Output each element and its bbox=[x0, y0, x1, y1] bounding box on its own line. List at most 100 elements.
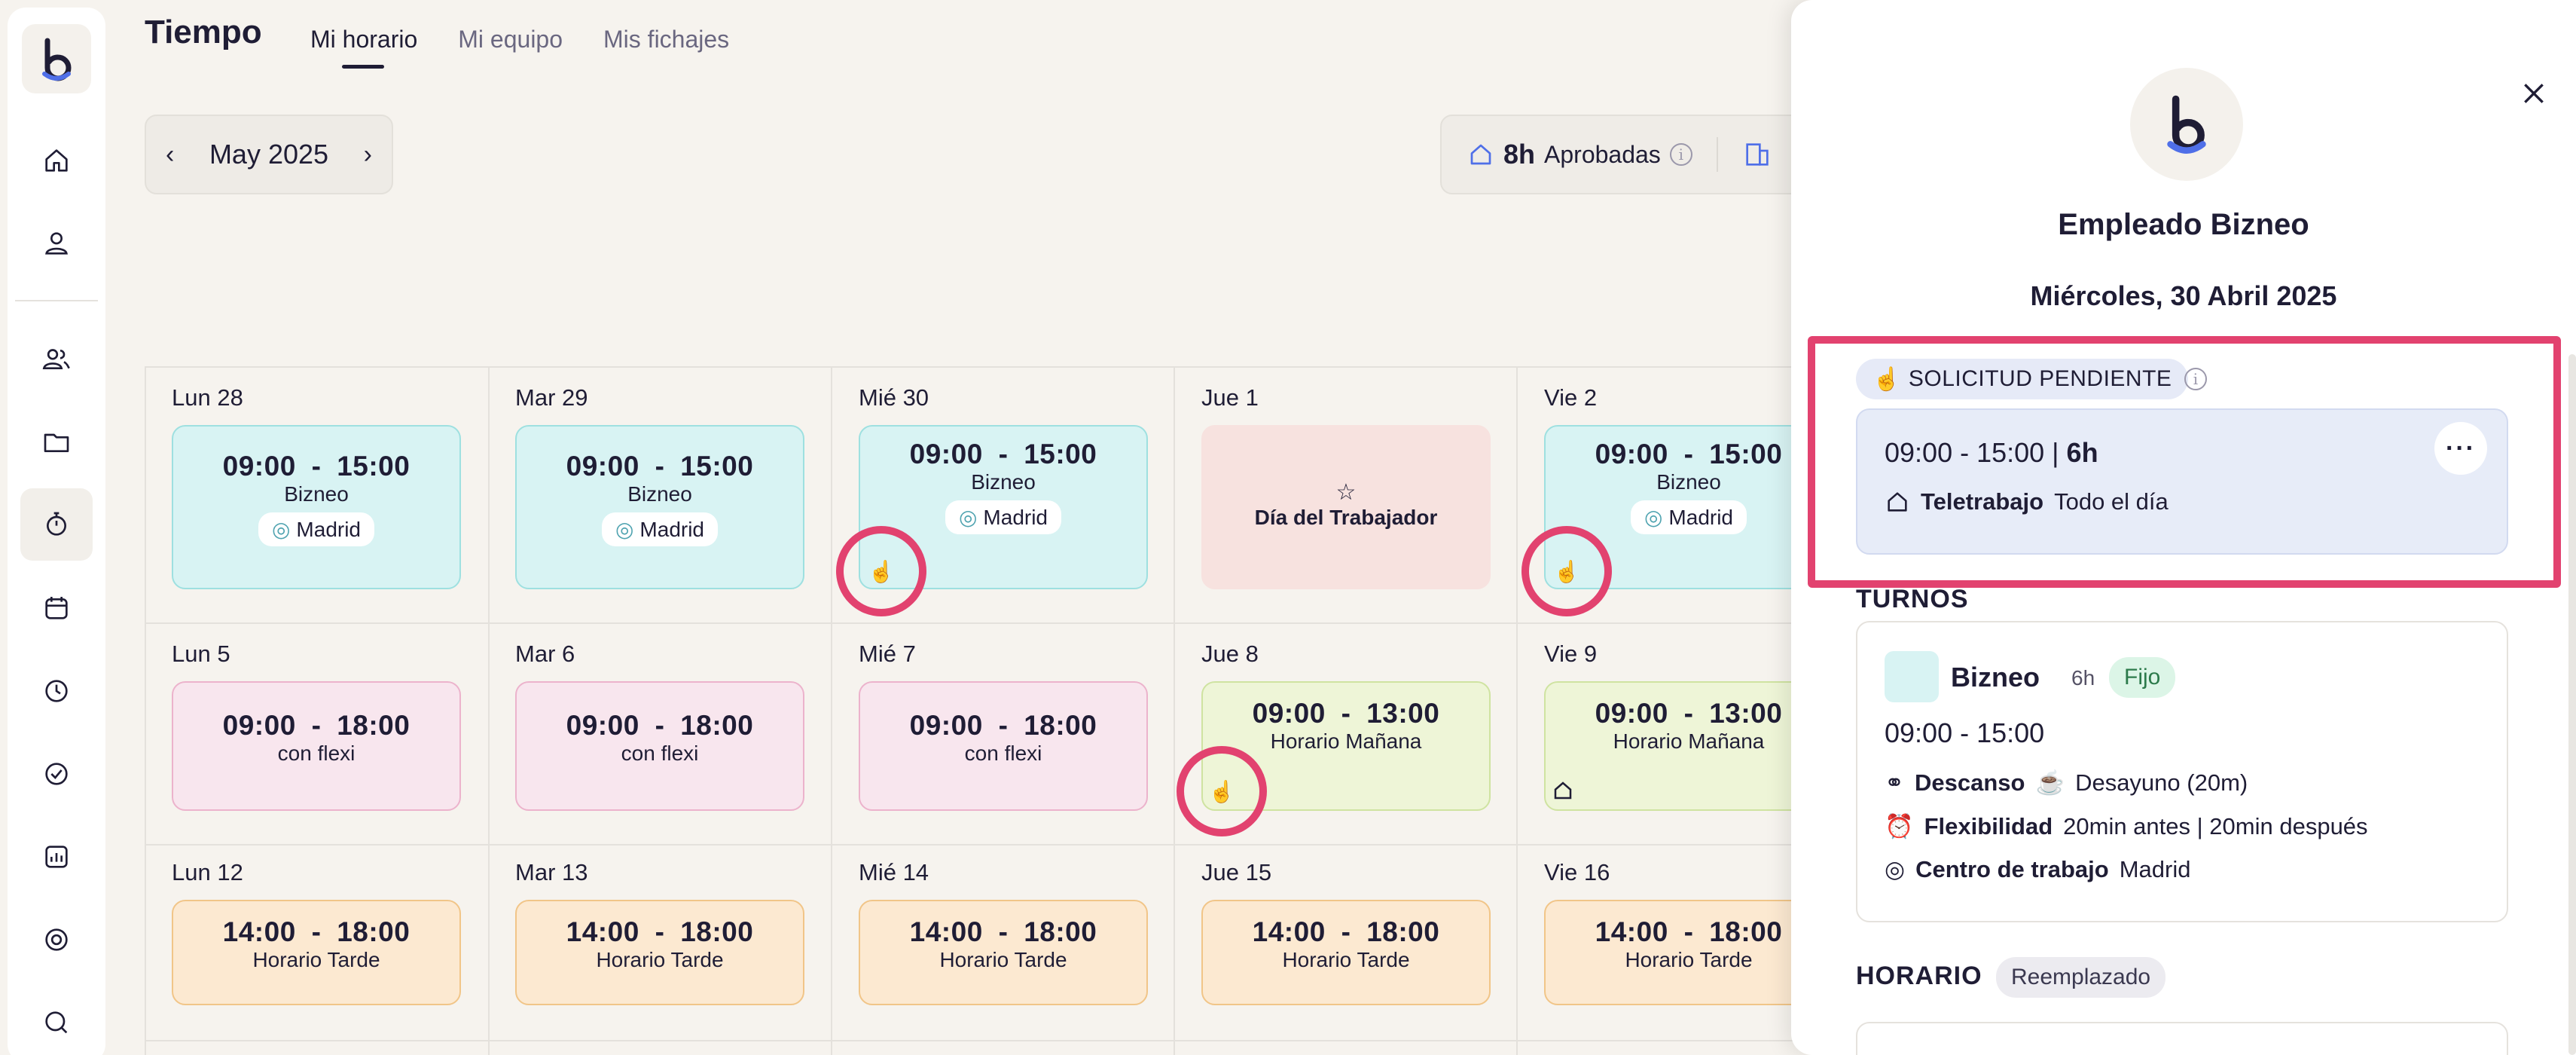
shift-name: Horario Mañana bbox=[1270, 729, 1422, 753]
shift-time: 14:00 - 18:00 bbox=[1252, 916, 1440, 947]
home-icon bbox=[1554, 781, 1572, 800]
turno-location-row: ◎ Centro de trabajo Madrid bbox=[1885, 856, 2191, 882]
shift-name: Horario Tarde bbox=[1625, 948, 1753, 971]
shift-time: 09:00 - 13:00 bbox=[1595, 698, 1783, 729]
info-icon[interactable]: i bbox=[2184, 368, 2207, 390]
more-options-button[interactable]: ··· bbox=[2434, 422, 2487, 475]
horario-status-badge: Reemplazado bbox=[1996, 957, 2166, 998]
shift-time: 14:00 - 18:00 bbox=[566, 916, 754, 947]
home-icon[interactable] bbox=[33, 137, 80, 184]
shift-time: 14:00 - 18:00 bbox=[909, 916, 1097, 947]
shift-name: con flexi bbox=[277, 742, 356, 765]
chevron-left-icon[interactable]: ‹ bbox=[166, 139, 175, 169]
divider bbox=[1716, 137, 1718, 172]
tab-mis-fichajes[interactable]: Mis fichajes bbox=[603, 26, 730, 53]
hours-summary: 8h Aprobadas i bbox=[1440, 115, 1817, 194]
home-icon bbox=[1888, 492, 1907, 512]
report-icon[interactable] bbox=[33, 833, 80, 880]
detail-panel: Empleado Bizneo Miércoles, 30 Abril 2025… bbox=[1791, 0, 2576, 1055]
holiday-card[interactable]: ☆ Día del Trabajador bbox=[1201, 425, 1491, 589]
page-title: Tiempo bbox=[145, 14, 262, 50]
employee-name: Empleado Bizneo bbox=[2058, 208, 2309, 241]
shift-card[interactable]: 09:00 - 18:00 con flexi bbox=[172, 681, 461, 811]
sidebar-divider bbox=[15, 300, 98, 301]
stopwatch-icon[interactable] bbox=[20, 488, 93, 561]
tab-mi-horario[interactable]: Mi horario bbox=[310, 26, 418, 69]
day-label: Mar 29 bbox=[515, 384, 588, 411]
shift-card[interactable]: 14:00 - 18:00 Horario Tarde bbox=[1201, 900, 1491, 1005]
star-icon: ☆ bbox=[1335, 480, 1357, 505]
shift-card[interactable]: 09:00 - 15:00 Bizneo ◎ Madrid bbox=[172, 425, 461, 589]
shift-card[interactable]: 14:00 - 18:00 Horario Tarde bbox=[1544, 900, 1833, 1005]
tab-mi-equipo[interactable]: Mi equipo bbox=[458, 26, 563, 53]
turno-time: 09:00 - 15:00 bbox=[1885, 717, 2045, 748]
shift-name: Horario Tarde bbox=[939, 948, 1067, 971]
day-label: Mié 14 bbox=[859, 859, 929, 885]
shift-name: Horario Tarde bbox=[596, 948, 724, 971]
day-label: Jue 15 bbox=[1201, 859, 1272, 885]
pending-status-badge: ☝ SOLICITUD PENDIENTE bbox=[1856, 359, 2189, 399]
day-label: Jue 8 bbox=[1201, 641, 1259, 667]
shift-time: 09:00 - 15:00 bbox=[566, 451, 754, 482]
shift-time: 09:00 - 15:00 bbox=[1595, 439, 1783, 469]
pending-request-marker[interactable]: ☝ bbox=[1177, 746, 1267, 836]
shift-name: con flexi bbox=[964, 742, 1042, 765]
day-label: Lun 12 bbox=[172, 859, 243, 885]
shift-card[interactable]: 09:00 - 18:00 con flexi bbox=[859, 681, 1148, 811]
team-icon[interactable] bbox=[33, 336, 80, 383]
day-label: Mar 6 bbox=[515, 641, 575, 667]
pending-request-marker[interactable]: ☝ bbox=[1521, 526, 1612, 616]
user-icon[interactable] bbox=[33, 220, 80, 267]
month-navigator: ‹ May 2025 › bbox=[145, 115, 393, 194]
search-chat-icon[interactable] bbox=[33, 999, 80, 1046]
holiday-name: Día del Trabajador bbox=[1254, 506, 1438, 529]
alarm-clock-icon: ⏰ bbox=[1885, 813, 1914, 839]
day-label: Jue 1 bbox=[1201, 384, 1259, 411]
info-icon[interactable]: i bbox=[1669, 143, 1692, 166]
approved-label: Aprobadas bbox=[1544, 140, 1661, 168]
calendar-icon[interactable] bbox=[33, 585, 80, 631]
turno-card: Bizneo 6h Fijo 09:00 - 15:00 ⚭ Descanso … bbox=[1856, 621, 2508, 922]
hand-pointer-icon: ☝ bbox=[1208, 779, 1235, 803]
day-label: Mar 13 bbox=[515, 859, 588, 885]
hand-pointer-icon: ☝ bbox=[868, 559, 895, 583]
pin-icon: ◎ bbox=[1885, 856, 1906, 882]
target-icon[interactable] bbox=[33, 916, 80, 963]
day-label: Vie 16 bbox=[1544, 859, 1610, 885]
scrollbar[interactable] bbox=[2568, 354, 2576, 1055]
folder-icon[interactable] bbox=[33, 419, 80, 466]
turno-break-row: ⚭ Descanso ☕ Desayuno (20m) bbox=[1885, 769, 2248, 797]
day-label: Vie 2 bbox=[1544, 384, 1598, 411]
close-icon[interactable] bbox=[2519, 78, 2549, 109]
pin-icon: ◎ bbox=[1644, 506, 1663, 529]
shift-card[interactable]: 09:00 - 13:00 Horario Mañana bbox=[1544, 681, 1833, 811]
pending-request-marker[interactable]: ☝ bbox=[836, 526, 926, 616]
coffee-icon: ☕ bbox=[2035, 769, 2065, 796]
shift-card[interactable]: 14:00 - 18:00 Horario Tarde bbox=[515, 900, 804, 1005]
shift-card[interactable]: 14:00 - 18:00 Horario Tarde bbox=[859, 900, 1148, 1005]
shift-time: 09:00 - 18:00 bbox=[909, 710, 1097, 741]
hand-pointer-icon: ☝ bbox=[1553, 559, 1580, 583]
clock-chart-icon[interactable] bbox=[33, 668, 80, 714]
shift-card[interactable]: 09:00 - 18:00 con flexi bbox=[515, 681, 804, 811]
avatar bbox=[2130, 68, 2243, 181]
location-chip: ◎ Madrid bbox=[258, 512, 375, 546]
sidebar bbox=[8, 8, 105, 1055]
turno-type-badge: Fijo bbox=[2109, 657, 2176, 698]
shift-time: 09:00 - 18:00 bbox=[222, 710, 411, 741]
shift-card[interactable]: 14:00 - 18:00 Horario Tarde bbox=[172, 900, 461, 1005]
turno-color-swatch bbox=[1885, 651, 1939, 702]
shift-card[interactable]: 09:00 - 15:00 Bizneo ◎ Madrid bbox=[515, 425, 804, 589]
check-circle-icon[interactable] bbox=[33, 751, 80, 797]
highlight-box bbox=[1808, 336, 2561, 588]
turnos-title: TURNOS bbox=[1856, 585, 1969, 613]
approved-hours: 8h bbox=[1503, 139, 1536, 170]
chevron-right-icon[interactable]: › bbox=[363, 139, 372, 169]
horario-card bbox=[1856, 1022, 2508, 1055]
request-card[interactable]: 09:00 - 15:00 | 6h Teletrabajo Todo el d… bbox=[1856, 408, 2508, 555]
app-logo[interactable] bbox=[22, 24, 91, 93]
day-label: Mié 7 bbox=[859, 641, 916, 667]
horario-title: HORARIO bbox=[1856, 962, 1982, 990]
turno-hours: 6h bbox=[2071, 666, 2095, 690]
day-label: Lun 5 bbox=[172, 641, 230, 667]
